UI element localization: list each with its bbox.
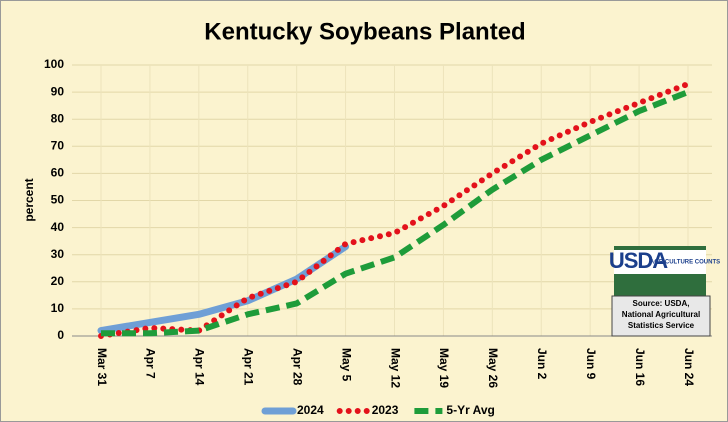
- x-tick-label: May 12: [388, 348, 402, 388]
- legend-label: 2024: [297, 403, 324, 417]
- y-tick-label: 10: [51, 301, 65, 315]
- source-bg: [611, 295, 711, 337]
- x-tick-label: May 26: [486, 348, 500, 388]
- x-tick-label: Jun 16: [633, 348, 647, 386]
- chart-title: Kentucky Soybeans Planted: [204, 18, 525, 45]
- legend-label: 5-Yr Avg: [446, 403, 494, 417]
- y-tick-label: 70: [51, 138, 65, 152]
- y-tick-label: 20: [51, 274, 65, 288]
- y-tick-label: 0: [57, 328, 64, 342]
- source-box: USDA AGRICULTURE COUNTS Source: USDA, Na…: [609, 246, 720, 337]
- series-line: [97, 243, 350, 335]
- x-tick-label: Apr 14: [193, 348, 207, 386]
- y-tick-label: 100: [44, 57, 64, 71]
- source-text: Source: USDA,: [633, 299, 690, 308]
- x-tick-label: May 5: [339, 348, 353, 382]
- source-text: Statistics Service: [628, 321, 695, 330]
- x-tick-label: Jun 9: [584, 348, 598, 380]
- y-tick-label: 30: [51, 247, 65, 261]
- source-text: National Agricultural: [622, 310, 700, 319]
- legend-label: 2023: [372, 403, 399, 417]
- logo-tagline: AGRICULTURE COUNTS: [650, 260, 720, 266]
- x-tick-label: May 19: [437, 348, 451, 388]
- x-tick-label: Jun 2: [535, 348, 549, 380]
- y-tick-label: 40: [51, 220, 65, 234]
- x-tick-label: Apr 21: [242, 348, 256, 386]
- y-tick-label: 60: [51, 166, 65, 180]
- x-tick-label: Apr 28: [290, 348, 304, 386]
- y-tick-label: 90: [51, 84, 65, 98]
- y-tick-label: 80: [51, 111, 65, 125]
- series-line: [101, 89, 690, 337]
- logo-text: USDA: [609, 248, 668, 273]
- x-tick-label: Jun 24: [682, 348, 696, 386]
- y-axis-label: percent: [22, 178, 36, 221]
- y-tick-label: 50: [51, 193, 65, 207]
- x-tick-label: Apr 7: [144, 348, 158, 379]
- logo-band: [614, 250, 706, 274]
- x-tick-label: Mar 31: [95, 348, 109, 386]
